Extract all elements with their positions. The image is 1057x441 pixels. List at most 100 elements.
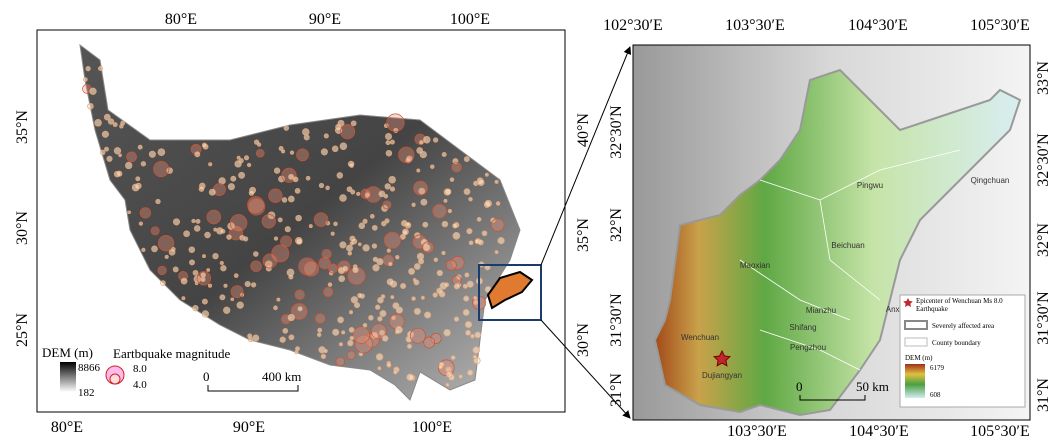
bottom-label: 100°E bbox=[412, 419, 452, 436]
earthquake-marker bbox=[338, 317, 344, 323]
earthquake-marker bbox=[88, 103, 94, 109]
earthquake-marker bbox=[353, 327, 370, 344]
earthquake-marker bbox=[194, 226, 200, 232]
place-label: Beichuan bbox=[831, 241, 864, 250]
earthquake-marker bbox=[280, 337, 286, 343]
earthquake-marker bbox=[315, 314, 325, 324]
scale-label: 400 km bbox=[262, 369, 301, 384]
right-label: 31°N bbox=[1035, 378, 1052, 412]
earthquake-marker bbox=[173, 219, 179, 225]
earthquake-marker bbox=[496, 202, 500, 206]
earthquake-marker bbox=[385, 184, 391, 190]
earthquake-marker bbox=[475, 332, 481, 338]
place-label: Qingchuan bbox=[971, 176, 1010, 185]
earthquake-marker bbox=[295, 290, 305, 300]
bottom-label: 103°30′E bbox=[727, 423, 787, 440]
earthquake-marker bbox=[257, 143, 261, 147]
earthquake-marker bbox=[465, 273, 469, 277]
earthquake-marker bbox=[478, 240, 483, 245]
earthquake-marker bbox=[209, 189, 215, 195]
earthquake-marker bbox=[324, 349, 328, 353]
earthquake-marker bbox=[244, 237, 248, 241]
earthquake-marker bbox=[350, 336, 354, 340]
top-label: 100°E bbox=[450, 11, 490, 28]
earthquake-marker bbox=[128, 211, 131, 214]
earthquake-marker bbox=[379, 191, 385, 197]
earthquake-marker bbox=[83, 78, 87, 82]
earthquake-marker bbox=[446, 372, 452, 378]
earthquake-marker bbox=[376, 354, 383, 361]
place-label: Dujiangyan bbox=[702, 371, 742, 380]
earthquake-marker bbox=[387, 363, 391, 367]
earthquake-marker bbox=[189, 260, 194, 265]
earthquake-marker bbox=[295, 347, 299, 351]
earthquake-marker bbox=[381, 295, 385, 299]
page: DEM (m) 8866 182 Eartbquake magnitude 8.… bbox=[0, 0, 1057, 441]
right-label: 40°N bbox=[575, 113, 592, 147]
earthquake-marker bbox=[396, 255, 400, 259]
earthquake-marker bbox=[380, 310, 386, 316]
legend-label: County boundary bbox=[932, 339, 981, 347]
earthquake-marker bbox=[358, 243, 361, 246]
earthquake-marker bbox=[274, 237, 277, 240]
earthquake-marker bbox=[473, 347, 480, 354]
earthquake-marker bbox=[207, 269, 210, 272]
earthquake-marker bbox=[349, 311, 352, 314]
earthquake-marker bbox=[274, 168, 280, 174]
earthquake-marker bbox=[321, 149, 327, 155]
earthquake-marker bbox=[348, 340, 354, 346]
earthquake-marker bbox=[348, 161, 354, 167]
earthquake-marker bbox=[256, 149, 264, 157]
earthquake-marker bbox=[414, 181, 428, 195]
right-label: 30°N bbox=[575, 323, 592, 357]
earthquake-marker bbox=[288, 196, 294, 202]
legend-label: 608 bbox=[930, 391, 941, 399]
earthquake-marker bbox=[453, 224, 458, 229]
top-label: 80°E bbox=[165, 11, 197, 28]
earthquake-marker bbox=[154, 161, 169, 176]
earthquake-marker bbox=[444, 199, 447, 202]
earthquake-marker bbox=[349, 327, 354, 332]
earthquake-marker bbox=[417, 148, 423, 154]
earthquake-marker bbox=[389, 262, 393, 266]
earthquake-marker bbox=[451, 356, 455, 360]
earthquake-marker bbox=[284, 126, 289, 131]
earthquake-marker bbox=[314, 213, 328, 227]
earthquake-marker bbox=[253, 335, 259, 341]
scale-label: 0 bbox=[796, 379, 803, 394]
earthquake-marker bbox=[328, 283, 332, 287]
earthquake-marker bbox=[390, 140, 394, 144]
top-label: 105°30′E bbox=[970, 17, 1030, 34]
earthquake-marker bbox=[192, 219, 196, 223]
earthquake-marker bbox=[193, 305, 199, 311]
earthquake-marker bbox=[195, 152, 200, 157]
earthquake-marker bbox=[244, 156, 248, 160]
earthquake-marker bbox=[384, 232, 400, 248]
earthquake-marker bbox=[220, 261, 223, 264]
right-label: 33°N bbox=[1035, 61, 1052, 95]
earthquake-marker bbox=[406, 222, 410, 226]
earthquake-marker bbox=[304, 261, 319, 276]
earthquake-marker bbox=[221, 265, 227, 271]
earthquake-marker bbox=[409, 268, 415, 274]
earthquake-marker bbox=[223, 307, 230, 314]
earthquake-marker bbox=[107, 156, 112, 161]
earthquake-marker bbox=[391, 296, 394, 299]
scale-label: 50 km bbox=[856, 379, 889, 394]
earthquake-marker bbox=[495, 251, 498, 254]
earthquake-marker bbox=[318, 328, 322, 332]
earthquake-marker bbox=[231, 286, 243, 298]
earthquake-marker bbox=[363, 219, 367, 223]
earthquake-marker bbox=[290, 151, 294, 155]
earthquake-marker bbox=[100, 150, 105, 155]
bottom-label: 104°30′E bbox=[849, 423, 909, 440]
earthquake-marker bbox=[358, 293, 362, 297]
earthquake-marker bbox=[417, 169, 420, 172]
earthquake-marker bbox=[372, 244, 377, 249]
legend-label: Epicenter of Wenchuan Ms 8.0 Earthquake bbox=[916, 297, 1021, 313]
earthquake-marker bbox=[323, 287, 333, 297]
earthquake-marker bbox=[467, 229, 472, 234]
earthquake-marker bbox=[467, 370, 473, 376]
earthquake-marker bbox=[138, 145, 142, 149]
earthquake-marker bbox=[357, 192, 360, 195]
